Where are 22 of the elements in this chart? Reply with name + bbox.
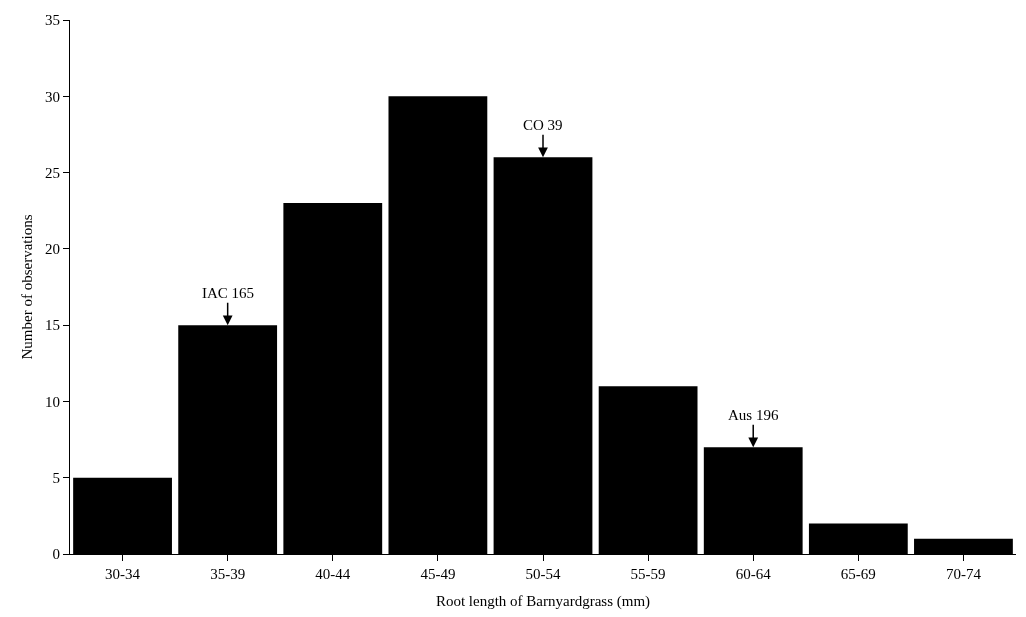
y-tick-label: 0 [52, 546, 60, 563]
x-tick-label: 55-59 [630, 566, 666, 582]
x-tick-label: 45-49 [420, 566, 456, 582]
y-axis-title: Number of observations [19, 214, 36, 360]
y-tick-label: 15 [45, 317, 60, 334]
y-tick-label: 20 [45, 241, 60, 258]
x-tick-label: 30-34 [105, 566, 141, 582]
annotation: Aus 196 [728, 407, 779, 423]
x-tick-label: 65-69 [840, 566, 876, 582]
x-tick-label: 60-64 [735, 566, 772, 582]
x-tick-label: 70-74 [945, 566, 982, 582]
x-axis-title: Root length of Barnyardgrass (mm) [435, 593, 651, 610]
y-tick-label: 35 [45, 12, 60, 29]
x-tick-label: 40-44 [315, 566, 351, 582]
x-tick-label: 35-39 [210, 566, 246, 582]
y-tick-label: 25 [45, 164, 60, 181]
y-tick-label: 30 [45, 88, 60, 105]
annotation: CO 39 [523, 117, 563, 133]
y-tick-label: 10 [45, 393, 60, 410]
x-tick-label: 50-54 [525, 566, 561, 582]
y-tick-label: 5 [52, 469, 60, 486]
annotation: IAC 165 [202, 285, 255, 301]
